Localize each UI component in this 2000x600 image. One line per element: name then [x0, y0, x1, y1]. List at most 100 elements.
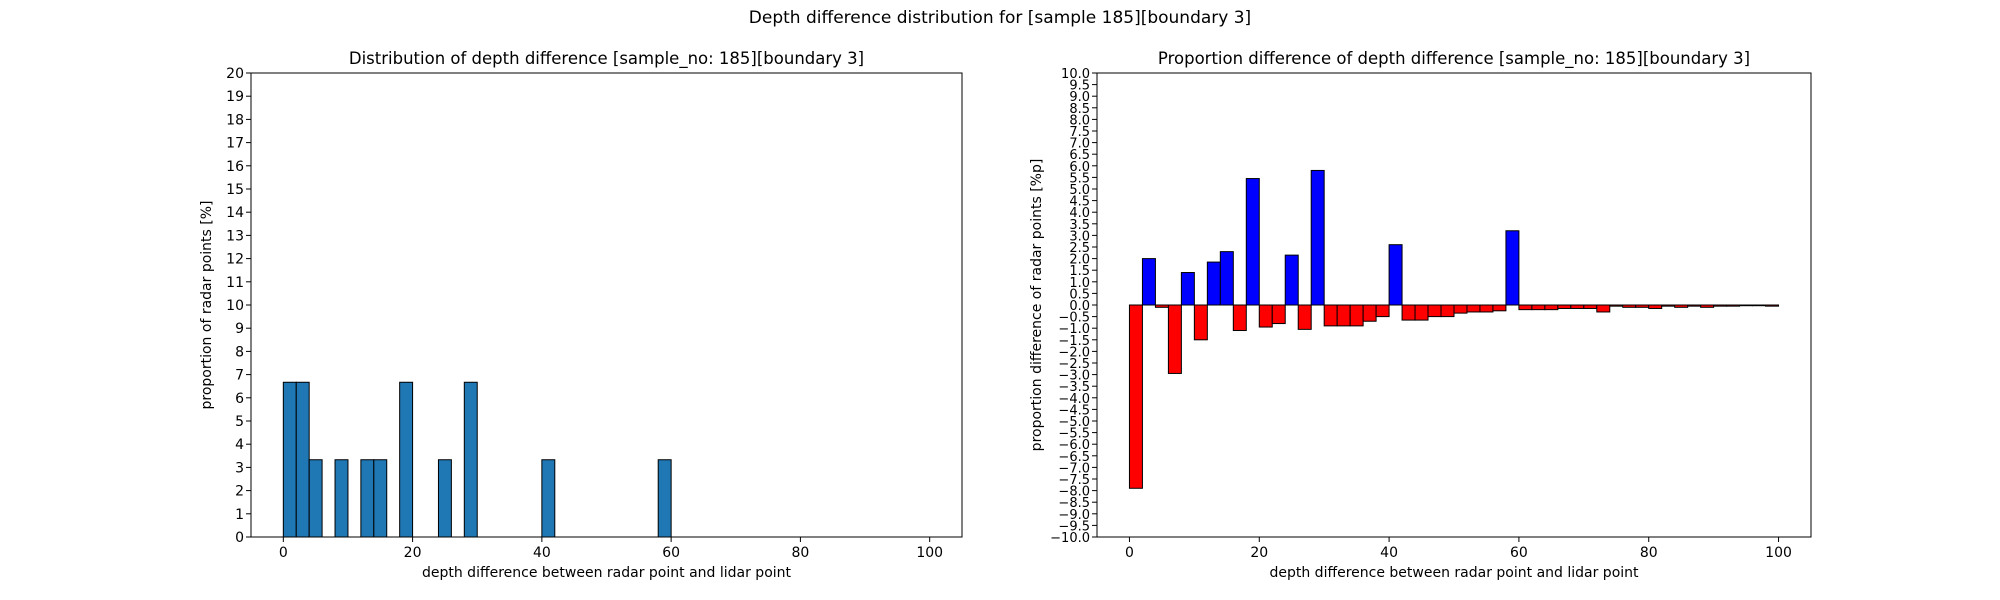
bar [1583, 304, 1598, 309]
bar [1167, 304, 1182, 374]
y-tick-label: −0.5 [1058, 311, 1090, 326]
y-tick-label: 1 [235, 507, 244, 523]
bar [541, 459, 556, 538]
bar [282, 381, 297, 538]
y-tick-label: −10.0 [1050, 531, 1090, 546]
x-tick-label: 0 [1125, 545, 1134, 561]
y-tick-label: 8.0 [1069, 113, 1090, 128]
bar [1531, 304, 1546, 311]
x-axis-label: depth difference between radar point and… [422, 565, 792, 581]
y-tick-label: 15 [226, 182, 244, 198]
bar [1349, 304, 1364, 327]
y-tick-label: 6.5 [1069, 148, 1090, 163]
bar [1635, 304, 1650, 308]
bar [1128, 304, 1143, 489]
figure-suptitle: Depth difference distribution for [sampl… [748, 8, 1252, 28]
y-tick-label: 5.5 [1069, 171, 1090, 186]
x-tick-label: 100 [916, 545, 943, 561]
bar [1596, 304, 1611, 313]
bar [1687, 304, 1702, 307]
y-axis-label: proportion difference of radar points [%… [1029, 159, 1045, 452]
bar [1466, 304, 1481, 313]
y-tick-label: 4.5 [1069, 195, 1090, 210]
bar [1323, 304, 1338, 327]
y-tick-label: −6.5 [1058, 450, 1090, 465]
chart-depth-distribution: 0 20 40 60 80 1000123456789101112131415161718… [199, 49, 963, 581]
y-tick-label: −4.0 [1058, 392, 1090, 407]
x-tick-label: 40 [533, 545, 551, 561]
bar [1141, 258, 1156, 306]
bar [657, 459, 672, 538]
y-tick-label: 19 [226, 89, 244, 105]
bar [1544, 304, 1559, 311]
y-tick-label: 3.5 [1069, 218, 1090, 233]
y-tick-label: −4.5 [1058, 403, 1090, 418]
x-tick-label: 40 [1380, 545, 1398, 561]
bar [463, 381, 478, 538]
y-tick-label: 14 [226, 205, 244, 221]
bar [1401, 304, 1416, 321]
y-tick-label: 0.0 [1069, 299, 1090, 314]
bar [1219, 251, 1234, 306]
bar [1661, 304, 1676, 307]
y-tick-label: −7.0 [1058, 461, 1090, 476]
bar [1674, 304, 1689, 308]
bar [1375, 304, 1390, 318]
bar [1752, 304, 1767, 307]
x-tick-label: 60 [1510, 545, 1528, 561]
x-axis-label: depth difference between radar point and… [1269, 565, 1639, 581]
bar [1622, 304, 1637, 308]
bar [1570, 304, 1585, 309]
y-tick-label: 12 [226, 252, 244, 268]
y-tick-label: 3 [235, 460, 244, 476]
y-tick-label: 16 [226, 159, 244, 175]
y-tick-label: 0 [235, 530, 244, 546]
y-tick-label: 8.5 [1069, 102, 1090, 117]
bar [437, 459, 452, 538]
y-tick-label: −2.0 [1058, 345, 1090, 360]
y-tick-label: 2.0 [1069, 253, 1090, 268]
chart-title: Distribution of depth difference [sample… [349, 49, 864, 69]
bar [1180, 272, 1195, 306]
bar [1284, 254, 1299, 306]
bar [334, 459, 349, 538]
bar [1362, 304, 1377, 322]
bar [1557, 304, 1572, 309]
bar [1336, 304, 1351, 327]
bar [1271, 304, 1286, 325]
bar [1427, 304, 1442, 318]
x-tick-label: 60 [662, 545, 680, 561]
y-tick-label: 10 [226, 298, 244, 314]
bar [1739, 304, 1754, 307]
y-tick-label: 3.0 [1069, 229, 1090, 244]
y-tick-label: 9.5 [1069, 79, 1090, 94]
bar [1713, 304, 1728, 307]
y-tick-label: −3.5 [1058, 380, 1090, 395]
bar [1518, 304, 1533, 311]
y-tick-label: 9.0 [1069, 90, 1090, 105]
bar [1726, 304, 1741, 307]
plot-frame [250, 72, 963, 538]
y-tick-label: −5.5 [1058, 427, 1090, 442]
bar [1297, 304, 1312, 330]
bar [1388, 244, 1403, 306]
y-tick-label: −5.0 [1058, 415, 1090, 430]
y-tick-label: 5 [235, 414, 244, 430]
bar [1232, 304, 1247, 332]
x-tick-label: 80 [791, 545, 809, 561]
x-tick-label: 20 [404, 545, 422, 561]
y-tick-label: 11 [226, 275, 244, 291]
bar [308, 459, 323, 538]
bar [295, 381, 310, 538]
y-axis-label: proportion of radar points [%] [199, 200, 215, 409]
bar [1609, 304, 1624, 307]
y-tick-label: 1.0 [1069, 276, 1090, 291]
bar [1154, 304, 1169, 308]
y-tick-label: 4 [235, 437, 244, 453]
y-tick-label: 5.0 [1069, 183, 1090, 198]
bar [360, 459, 375, 538]
y-tick-label: 10.0 [1061, 67, 1090, 82]
y-tick-label: 18 [226, 112, 244, 128]
bar [1414, 304, 1429, 321]
y-tick-label: −3.0 [1058, 369, 1090, 384]
